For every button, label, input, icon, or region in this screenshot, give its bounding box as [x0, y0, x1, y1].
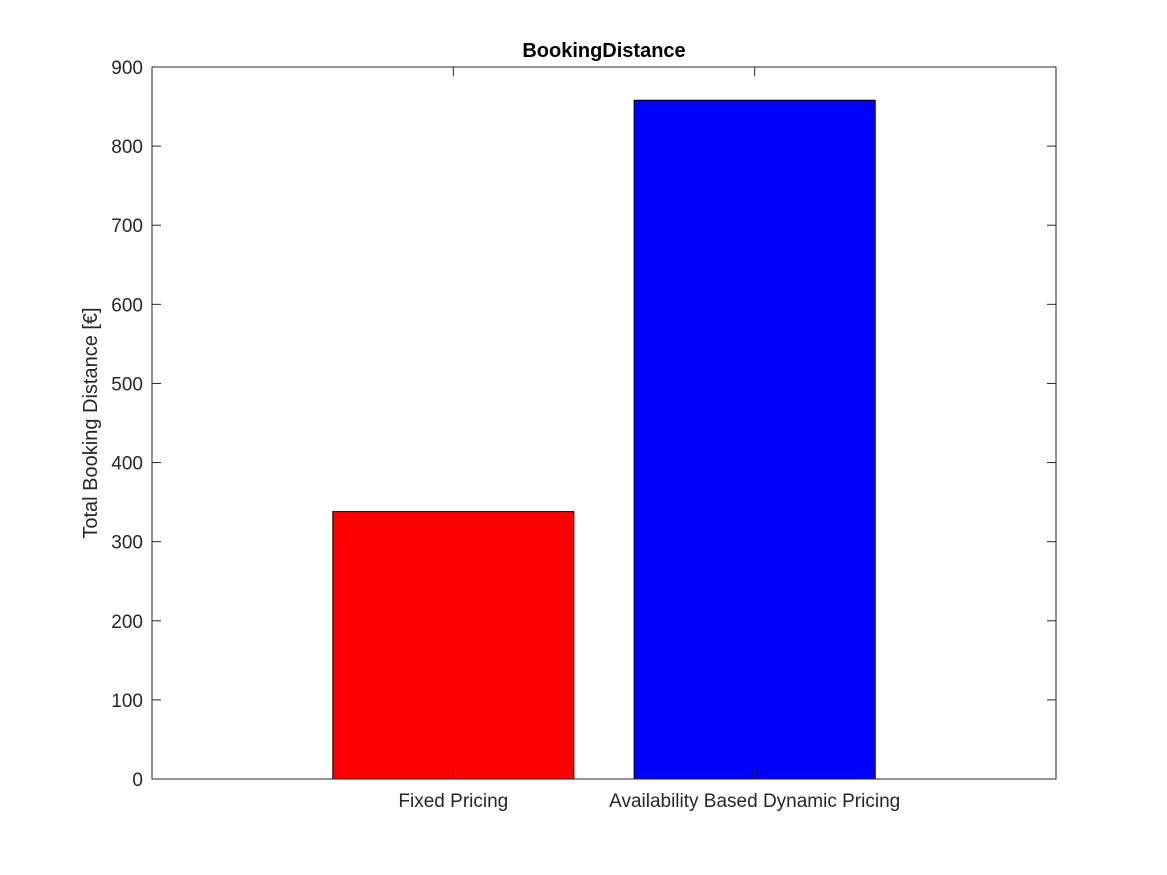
y-tick-label: 300 [111, 533, 143, 554]
y-tick-label: 0 [132, 770, 143, 791]
y-axis-label: Total Booking Distance [€] [80, 307, 102, 538]
y-tick-label: 700 [111, 216, 143, 237]
y-axis-ticks: 0 100 200 300 400 500 600 700 800 900 [111, 58, 1056, 791]
chart-title: BookingDistance [522, 40, 685, 62]
plot-frame [151, 66, 1057, 780]
y-tick-label: 600 [111, 295, 143, 316]
bar-1 [332, 511, 575, 780]
y-tick-label: 900 [111, 58, 143, 79]
y-tick-label: 800 [111, 137, 143, 158]
bar-2 [633, 99, 876, 780]
y-tick-label: 200 [111, 612, 143, 633]
plot-area [152, 67, 1056, 779]
x-axis-ticks: Fixed Pricing Availability Based Dynamic … [398, 67, 900, 812]
y-tick-label: 400 [111, 454, 143, 475]
y-tick-label: 500 [111, 374, 143, 395]
x-tick-label: Availability Based Dynamic Pricing [609, 791, 900, 812]
bars-group [332, 99, 876, 780]
y-tick-label: 100 [111, 691, 143, 712]
x-tick-label: Fixed Pricing [398, 791, 508, 812]
